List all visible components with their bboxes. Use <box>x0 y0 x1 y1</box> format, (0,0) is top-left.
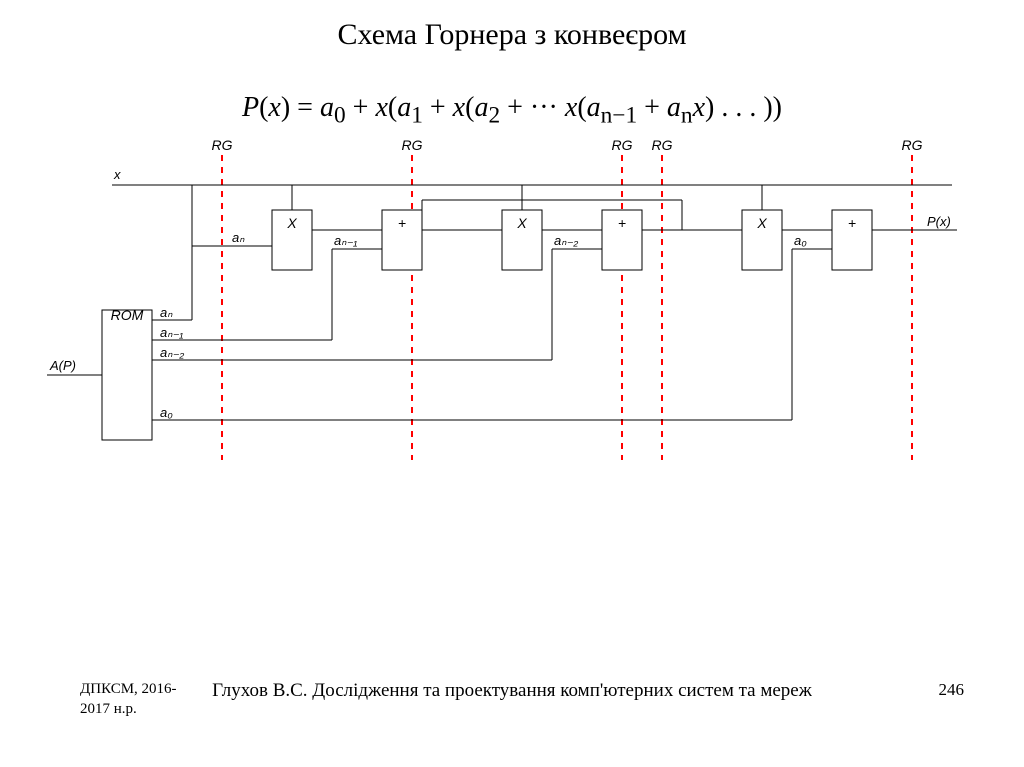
svg-text:aₙ: aₙ <box>160 305 173 320</box>
footer-left: ДПКСМ, 2016-2017 н.р. <box>80 680 200 719</box>
svg-text:X: X <box>286 215 297 231</box>
svg-text:aₙ₋₁: aₙ₋₁ <box>160 325 183 340</box>
svg-text:a₀: a₀ <box>794 233 807 248</box>
svg-text:+: + <box>398 215 406 231</box>
svg-text:+: + <box>618 215 626 231</box>
svg-text:X: X <box>516 215 527 231</box>
svg-text:RG: RG <box>212 137 233 153</box>
svg-text:RG: RG <box>402 137 423 153</box>
svg-text:a₀: a₀ <box>160 405 173 420</box>
svg-text:P(x): P(x) <box>927 214 951 229</box>
svg-text:RG: RG <box>612 137 633 153</box>
svg-text:X: X <box>756 215 767 231</box>
horner-pipeline-diagram: RG RG RG RG RG X + X + X + ROM x aₙ aₙ₋₁ aₙ₋₂ a₀ P(x) A(P)… <box>42 130 982 490</box>
page-number: 246 <box>939 680 965 700</box>
svg-text:aₙ: aₙ <box>232 230 245 245</box>
svg-text:ROM: ROM <box>111 307 144 323</box>
formula: P(x) = a0 + x(a1 + x(a2 + ··· x(an−1 + a… <box>0 52 1024 130</box>
svg-text:x: x <box>113 167 121 182</box>
page-title: Схема Горнера з конвеєром <box>0 0 1024 52</box>
svg-text:+: + <box>848 215 856 231</box>
diagram-container: RG RG RG RG RG X + X + X + ROM x aₙ aₙ₋₁ aₙ₋₂ a₀ P(x) A(P)… <box>0 130 1024 495</box>
svg-text:A(P): A(P) <box>49 358 76 373</box>
svg-text:RG: RG <box>652 137 673 153</box>
svg-text:aₙ₋₂: aₙ₋₂ <box>160 345 184 360</box>
svg-text:aₙ₋₂: aₙ₋₂ <box>554 233 578 248</box>
footer-center: Глухов В.С. Дослідження та проектування … <box>162 680 862 702</box>
svg-text:RG: RG <box>902 137 923 153</box>
svg-text:aₙ₋₁: aₙ₋₁ <box>334 233 357 248</box>
